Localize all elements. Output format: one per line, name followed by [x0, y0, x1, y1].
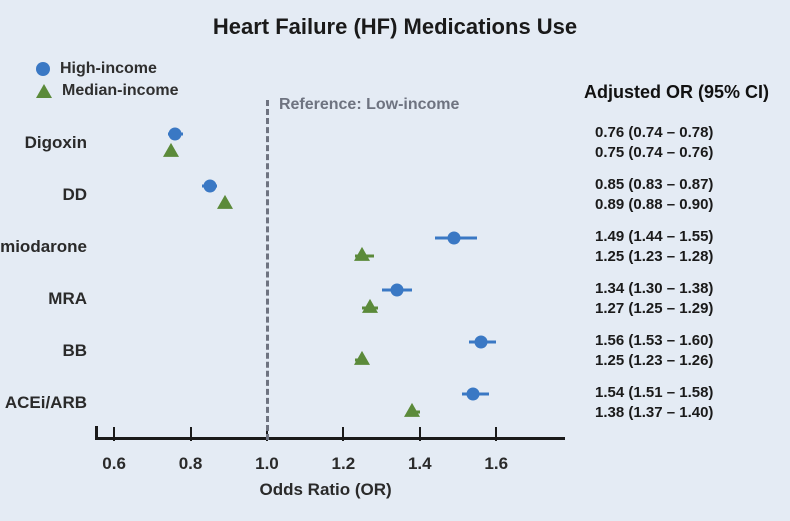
legend: High-income Median-income — [36, 58, 178, 102]
point-circle — [448, 232, 461, 245]
point-triangle — [354, 247, 370, 261]
legend-marker-circle — [36, 62, 50, 76]
point-triangle — [163, 143, 179, 157]
or-header: Adjusted OR (95% CI) — [584, 82, 769, 103]
or-value-high: 1.49 (1.44 – 1.55) — [595, 228, 713, 245]
medication-label: MRA — [0, 289, 87, 309]
x-tick-label: 0.8 — [179, 454, 203, 474]
point-triangle — [217, 195, 233, 209]
point-circle — [169, 128, 182, 141]
or-value-high: 1.34 (1.30 – 1.38) — [595, 280, 713, 297]
legend-item-high: High-income — [36, 58, 178, 80]
plot-area: 0.60.81.01.21.41.6Digoxin0.76 (0.74 – 0.… — [95, 110, 565, 440]
axis-start-tick — [95, 426, 98, 440]
medication-label: Amiodarone — [0, 237, 87, 257]
point-triangle — [354, 351, 370, 365]
medication-label: ACEi/ARB — [0, 393, 87, 413]
x-tick — [419, 427, 421, 441]
or-value-high: 1.56 (1.53 – 1.60) — [595, 332, 713, 349]
x-axis-label: Odds Ratio (OR) — [260, 480, 392, 500]
or-value-high: 0.76 (0.74 – 0.78) — [595, 124, 713, 141]
x-tick — [113, 427, 115, 441]
or-value-median: 1.25 (1.23 – 1.26) — [595, 352, 713, 369]
x-tick — [495, 427, 497, 441]
medication-label: Digoxin — [0, 133, 87, 153]
x-tick-label: 1.4 — [408, 454, 432, 474]
legend-label: High-income — [60, 60, 157, 78]
x-tick — [190, 427, 192, 441]
or-value-median: 1.25 (1.23 – 1.28) — [595, 248, 713, 265]
point-circle — [390, 284, 403, 297]
x-tick — [342, 427, 344, 441]
chart-title: Heart Failure (HF) Medications Use — [0, 14, 790, 40]
x-tick-label: 0.6 — [102, 454, 126, 474]
legend-item-median: Median-income — [36, 80, 178, 102]
point-circle — [467, 388, 480, 401]
legend-marker-triangle — [36, 84, 52, 98]
or-value-high: 0.85 (0.83 – 0.87) — [595, 176, 713, 193]
reference-line — [266, 100, 269, 440]
x-tick-label: 1.6 — [484, 454, 508, 474]
x-tick-label: 1.0 — [255, 454, 279, 474]
or-value-median: 1.27 (1.25 – 1.29) — [595, 300, 713, 317]
or-value-median: 0.75 (0.74 – 0.76) — [595, 144, 713, 161]
point-circle — [203, 180, 216, 193]
or-value-median: 1.38 (1.37 – 1.40) — [595, 404, 713, 421]
legend-label: Median-income — [62, 82, 178, 100]
x-tick-label: 1.2 — [332, 454, 356, 474]
or-value-median: 0.89 (0.88 – 0.90) — [595, 196, 713, 213]
medication-label: BB — [0, 341, 87, 361]
or-value-high: 1.54 (1.51 – 1.58) — [595, 384, 713, 401]
point-triangle — [404, 403, 420, 417]
point-triangle — [362, 299, 378, 313]
medication-label: DD — [0, 185, 87, 205]
point-circle — [474, 336, 487, 349]
